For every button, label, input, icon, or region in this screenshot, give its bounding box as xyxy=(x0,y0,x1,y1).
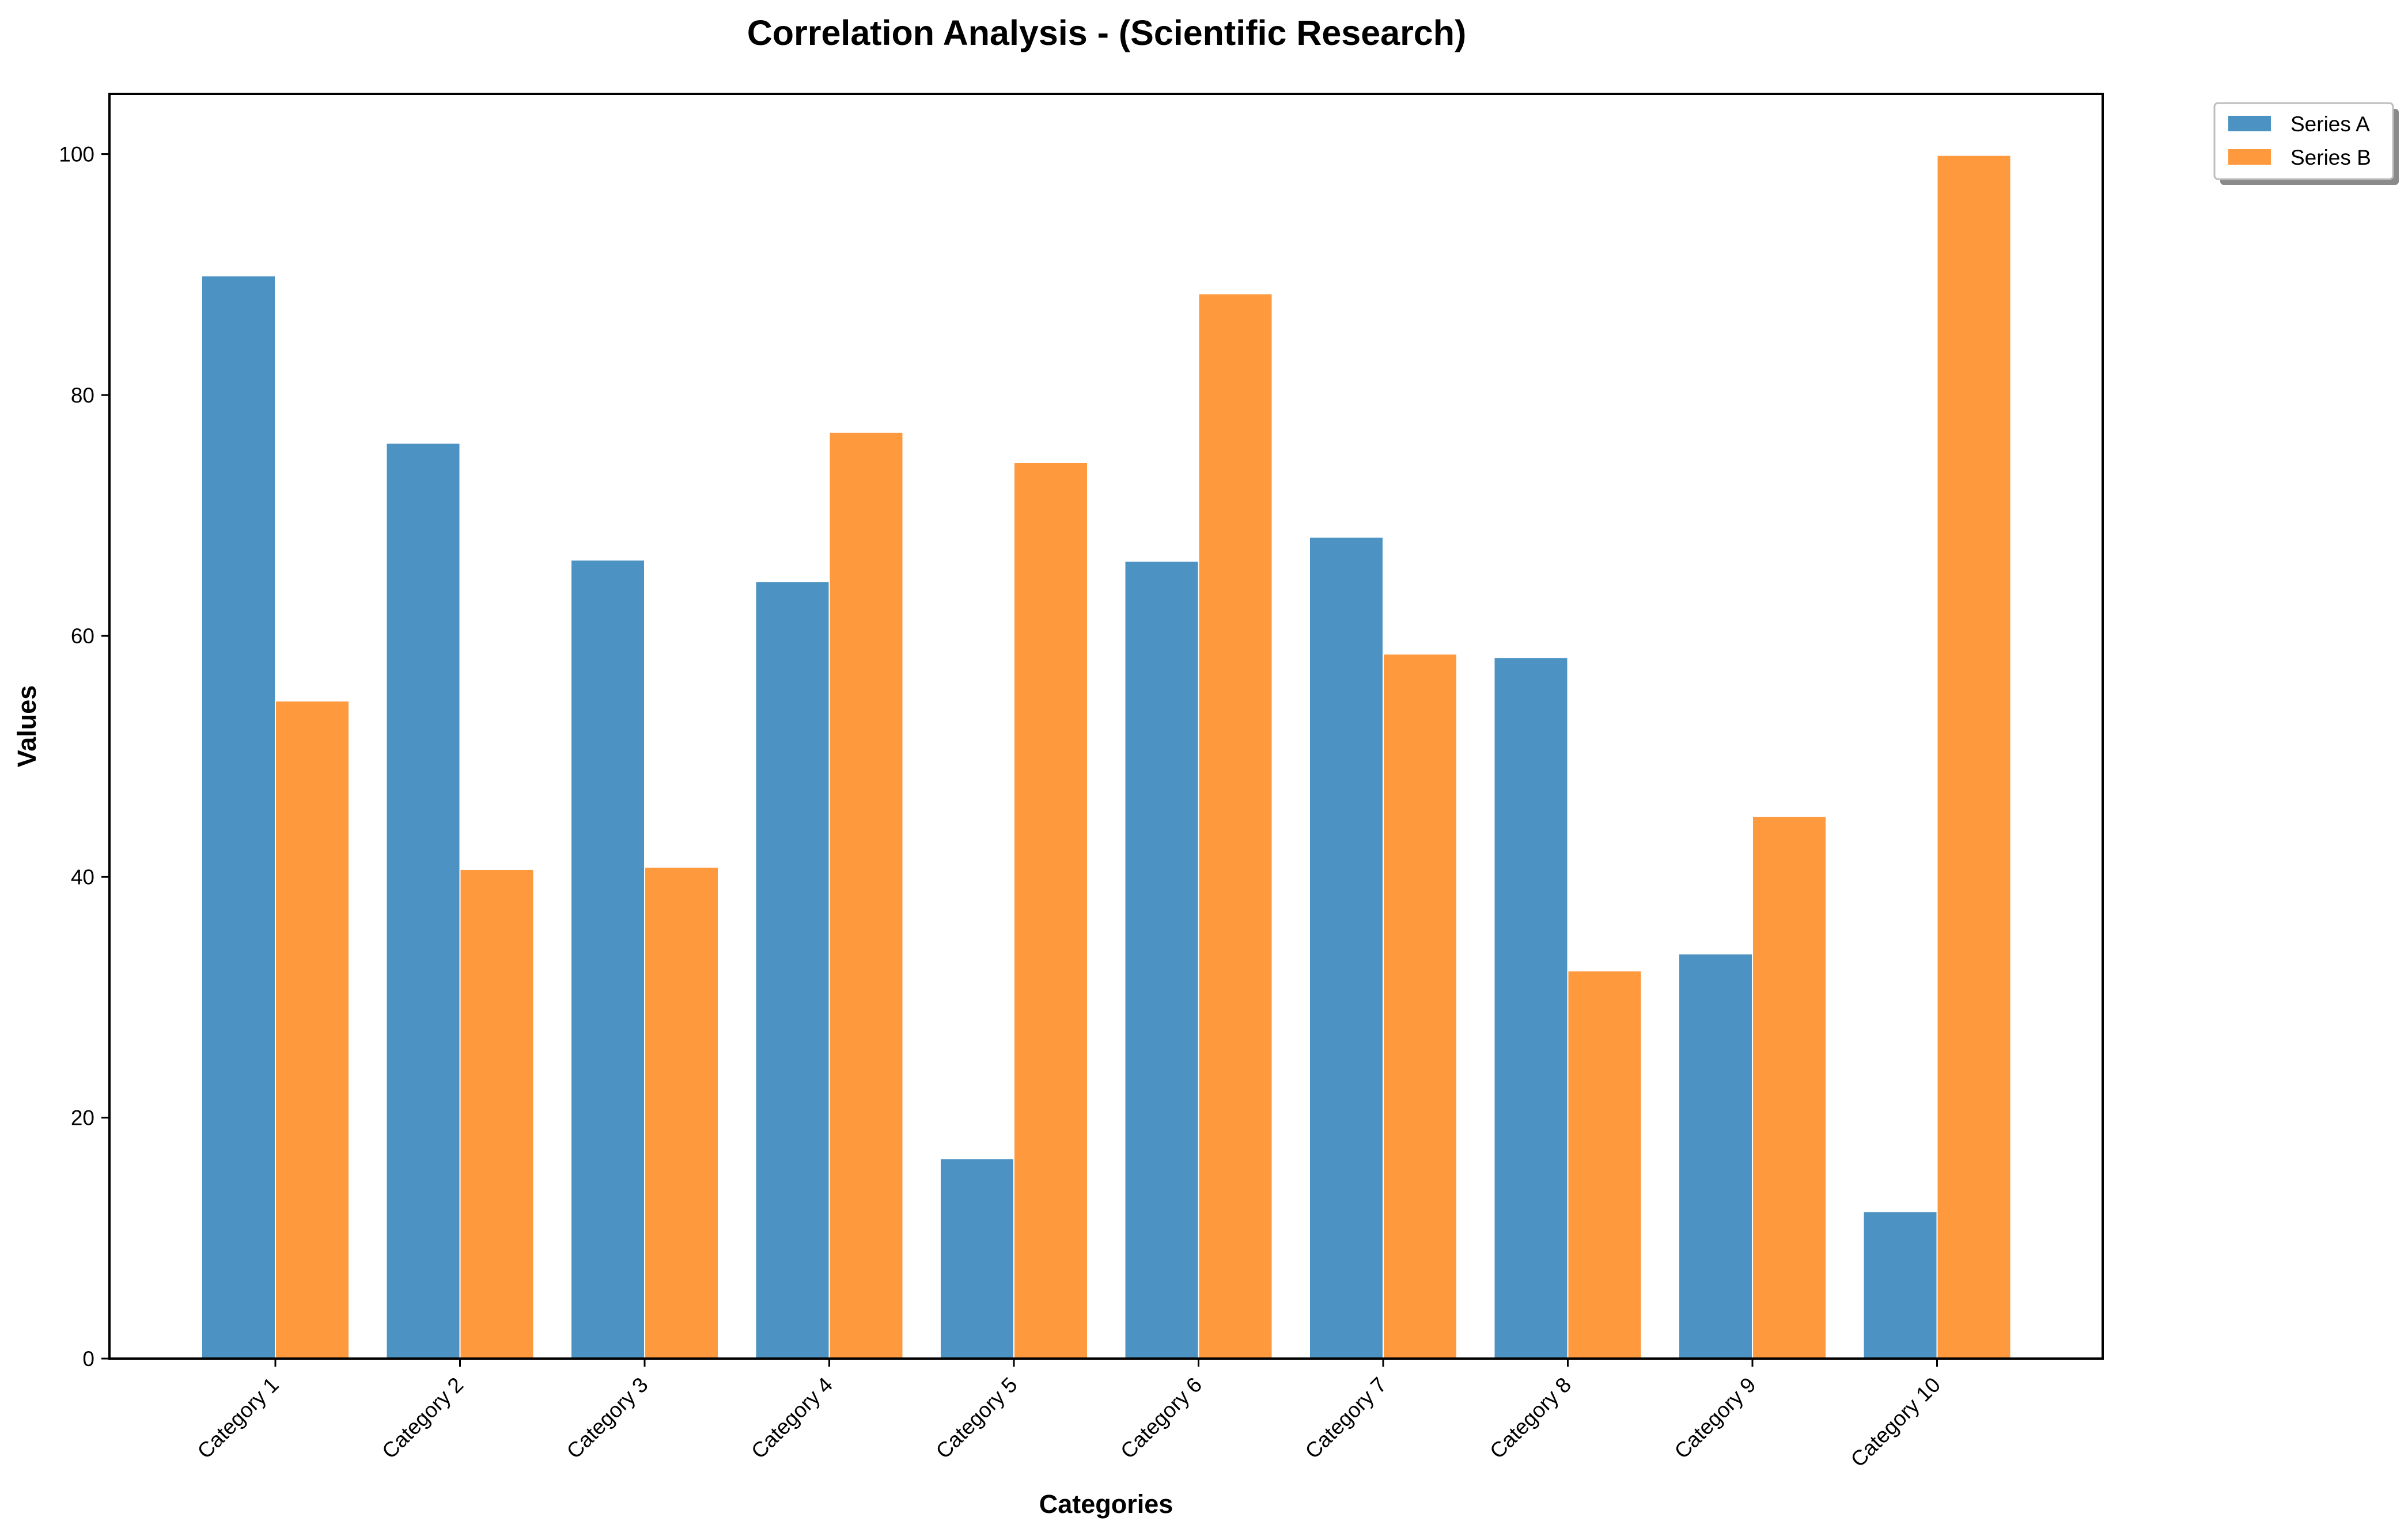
bar-series-b-category-4 xyxy=(828,431,904,1359)
x-tick-label-category-9: Category 9 xyxy=(1670,1373,1760,1463)
bar-series-a-category-3 xyxy=(570,559,645,1360)
bar-series-b-category-6 xyxy=(1198,293,1273,1360)
y-tick-label: 60 xyxy=(71,624,94,648)
x-tick-label-category-3: Category 3 xyxy=(562,1373,653,1463)
y-tick-label: 20 xyxy=(71,1106,94,1130)
y-tick-label: 100 xyxy=(59,143,94,166)
bar-series-a-category-2 xyxy=(385,442,461,1359)
legend-swatch-series-b xyxy=(2228,149,2271,165)
x-tick-label-category-8: Category 8 xyxy=(1485,1373,1576,1463)
bar-series-a-category-9 xyxy=(1678,953,1753,1359)
y-tick-label: 0 xyxy=(82,1347,94,1371)
bar-series-b-category-3 xyxy=(644,866,719,1359)
chart-title: Correlation Analysis - (Scientific Resea… xyxy=(747,13,1467,52)
bar-series-b-category-9 xyxy=(1752,815,1827,1360)
x-tick-label-category-5: Category 5 xyxy=(932,1373,1022,1463)
bar-series-b-category-2 xyxy=(459,868,535,1359)
legend-label-series-b: Series B xyxy=(2290,146,2371,169)
legend-swatch-series-a xyxy=(2228,116,2271,131)
bar-series-a-category-5 xyxy=(940,1158,1014,1360)
y-axis-label: Values xyxy=(12,685,41,768)
bar-series-a-category-6 xyxy=(1124,560,1199,1360)
bar-series-b-category-1 xyxy=(275,700,350,1359)
bars-layer xyxy=(201,154,2012,1360)
bar-series-a-category-8 xyxy=(1493,657,1569,1359)
bar-series-a-category-7 xyxy=(1309,536,1384,1359)
legend-label-series-a: Series A xyxy=(2290,112,2370,136)
y-tick-label: 40 xyxy=(71,865,94,889)
x-tick-label-category-2: Category 2 xyxy=(377,1373,468,1463)
y-tick-label: 80 xyxy=(71,384,94,407)
y-axis-ticks: 0 20 40 60 80 100 xyxy=(59,143,109,1371)
bar-series-a-category-10 xyxy=(1862,1211,1938,1359)
x-axis-label: Categories xyxy=(1039,1489,1173,1519)
bar-series-a-category-1 xyxy=(201,275,276,1360)
x-axis-ticks: Category 1 Category 2 Category 3 Category 4… xyxy=(193,1359,1945,1471)
x-tick-label-category-10: Category 10 xyxy=(1846,1373,1945,1472)
bar-series-b-category-7 xyxy=(1383,653,1457,1359)
bar-series-b-category-8 xyxy=(1567,970,1642,1360)
x-tick-label-category-1: Category 1 xyxy=(193,1373,283,1463)
legend: Series A Series B xyxy=(2213,102,2399,185)
bar-series-b-category-5 xyxy=(1013,461,1088,1359)
plot-area-frame xyxy=(108,93,2104,1360)
x-tick-label-category-4: Category 4 xyxy=(747,1373,837,1463)
x-tick-label-category-6: Category 6 xyxy=(1116,1373,1206,1463)
x-tick-label-category-7: Category 7 xyxy=(1301,1373,1391,1463)
bar-series-b-category-10 xyxy=(1936,154,2012,1360)
bar-series-a-category-4 xyxy=(755,581,830,1359)
